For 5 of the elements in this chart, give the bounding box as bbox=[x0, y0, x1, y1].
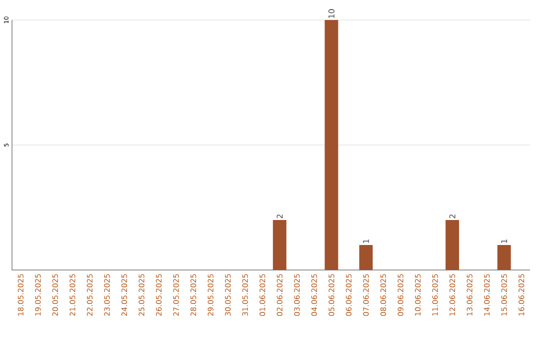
bar bbox=[497, 245, 511, 270]
bar bbox=[324, 20, 338, 270]
bar bbox=[272, 220, 286, 270]
bar bbox=[359, 245, 373, 270]
bar bbox=[446, 220, 460, 270]
